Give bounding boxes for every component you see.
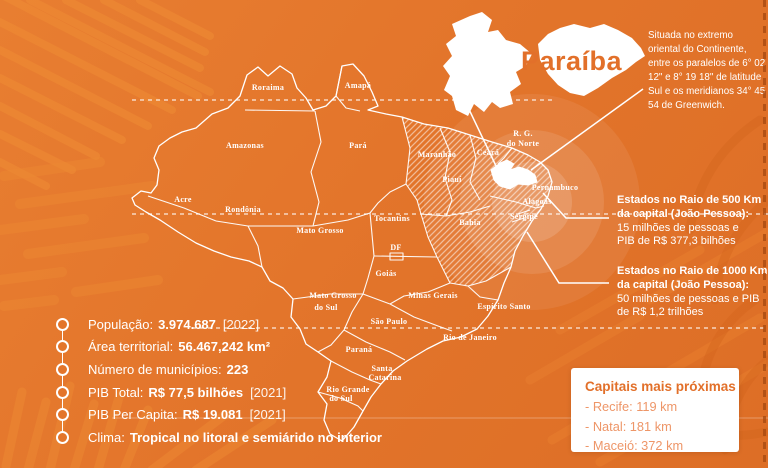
bottom-left-stripes [1,381,277,468]
stat-label: PIB Total: [88,384,144,400]
stat-value: R$ 77,5 bilhões [148,384,244,400]
state-label: Rio Grande [326,385,369,394]
stat-year: [2022] [222,316,260,332]
hatched-northeast-region [402,117,552,286]
state-label: R. G. [513,129,533,138]
state-label: São Paulo [371,317,408,326]
paraiba-title: Paraíba [521,46,623,76]
radius-note-title: Estados no Raio de 500 Km [617,194,762,206]
stat-row-populacao: População: 3.974.687 [2022] [56,313,389,336]
top-left-stripes [0,0,214,190]
radius-500-connector [542,192,609,219]
radius-500km-note: Estados no Raio de 500 Km da capital (Jo… [617,194,768,249]
state-label: Bahia [459,218,481,227]
capitals-box-title: Capitais mais próximas [585,379,736,394]
state-labels: Roraima Amapá Amazonas Pará Acre Rondôni… [174,81,578,403]
capital-distance-item: - Natal: 181 km [585,418,672,434]
bullet-icon [56,340,69,354]
radius-1000-connector [526,231,609,284]
description-line: 54 de Greenwich. [648,99,725,111]
state-label: Mato Grosso [296,226,343,235]
state-label: Pará [349,141,367,150]
paraiba-silhouette [443,12,645,116]
state-label: Espírito Santo [477,302,530,311]
location-description: Situada no extremo oriental do Continent… [648,29,768,112]
df-box [389,252,404,261]
silhouette-connector-right [530,88,644,171]
radius-note-text: 50 milhões de pessoas e PIB [617,292,760,305]
timeline-line [61,324,64,437]
stat-value: 223 [226,361,249,377]
description-line: 12" e 8° 19 18" de latitude [648,71,762,83]
state-label: Sergipe [510,212,538,221]
paraiba-state-highlight [490,159,538,190]
state-label: do Sul [329,394,353,403]
state-label: do Sul [314,303,338,312]
capital-distance-item: - Maceió: 372 km [585,438,684,453]
state-label: Rio de Janeiro [443,333,497,342]
state-label: Goiás [375,269,396,278]
description-line: Sul e os meridianos 34° 45 [648,85,766,97]
state-label: Roraima [252,83,284,92]
radius-note-title: Estados no Raio de 1000 Km [617,265,768,277]
bullet-icon [56,385,69,399]
description-line: Situada no extremo [648,30,733,41]
capital-distance-item: - Recife: 119 km [585,399,678,414]
bullet-icon [56,362,69,376]
radius-note-text: de R$ 1,2 trilhões [617,306,704,319]
state-label: Santa [371,364,392,373]
state-label: DF [390,243,401,252]
stat-label: PIB Per Capita: [88,407,178,423]
statistics-list: População: 3.974.687 [2022] Área territo… [56,313,389,449]
state-label: Tocantins [374,214,410,223]
stat-row-pib-per-capita: PIB Per Capita: R$ 19.081 [2021] [56,403,389,426]
state-label: Acre [174,195,192,204]
state-label: Amapá [345,81,371,90]
radius-note-title: da capital (João Pessoa): [617,278,750,291]
radius-note-text: PIB de R$ 377,3 bilhões [617,235,736,248]
state-label: Pernambuco [532,183,579,192]
state-label: Ceará [477,148,499,157]
stat-row-clima: Clima: Tropical no litoral e semiárido n… [56,426,389,449]
description-line: oriental do Continente, [648,43,747,55]
stat-row-municipios: Número de municípios: 223 [56,358,389,381]
left-middle-stripes [0,157,163,311]
state-label: Minas Gerais [408,291,458,300]
bullet-icon [56,317,69,331]
bullet-icon [56,408,69,422]
state-label: Rondônia [225,205,261,214]
state-label: Maranhão [418,150,456,159]
state-borders [147,65,545,412]
right-edge-dashed-line [763,0,766,468]
stat-label: População: [88,316,154,332]
state-label: do Norte [507,139,540,148]
stat-row-pib-total: PIB Total: R$ 77,5 bilhões [2021] [56,381,389,404]
nearest-capitals-box: Capitais mais próximas - Recife: 119 km … [571,368,739,453]
state-label: Catarina [368,373,401,382]
radius-note-title: da capital (João Pessoa): [617,207,750,220]
bullet-icon [56,430,69,444]
state-label: Paraná [346,345,373,354]
stat-value: 3.974.687 [158,316,216,332]
stat-value: Tropical no litoral e semiárido no inter… [129,429,382,445]
stat-year: [2021] [250,384,287,400]
stat-year: [2021] [249,407,286,423]
description-line: entre os paralelos de 6° 02 [648,57,766,69]
state-label: Piauí [442,175,462,184]
radius-note-text: 15 milhões de pessoas e [617,221,739,234]
radius-1000km-note: Estados no Raio de 1000 Km da capital (J… [617,265,768,320]
stat-value: R$ 19.081 [182,407,243,423]
stat-value: 56.467,242 km² [178,339,271,355]
stat-label: Clima: [88,429,125,445]
state-label: Mato Grosso [309,291,356,300]
stat-label: Área territorial: [88,339,174,355]
stat-label: Número de municípios: [88,361,222,377]
state-label: Amazonas [226,141,264,150]
state-label: Alagoas [522,197,551,206]
stat-row-area: Área territorial: 56.467,242 km² [56,336,389,359]
